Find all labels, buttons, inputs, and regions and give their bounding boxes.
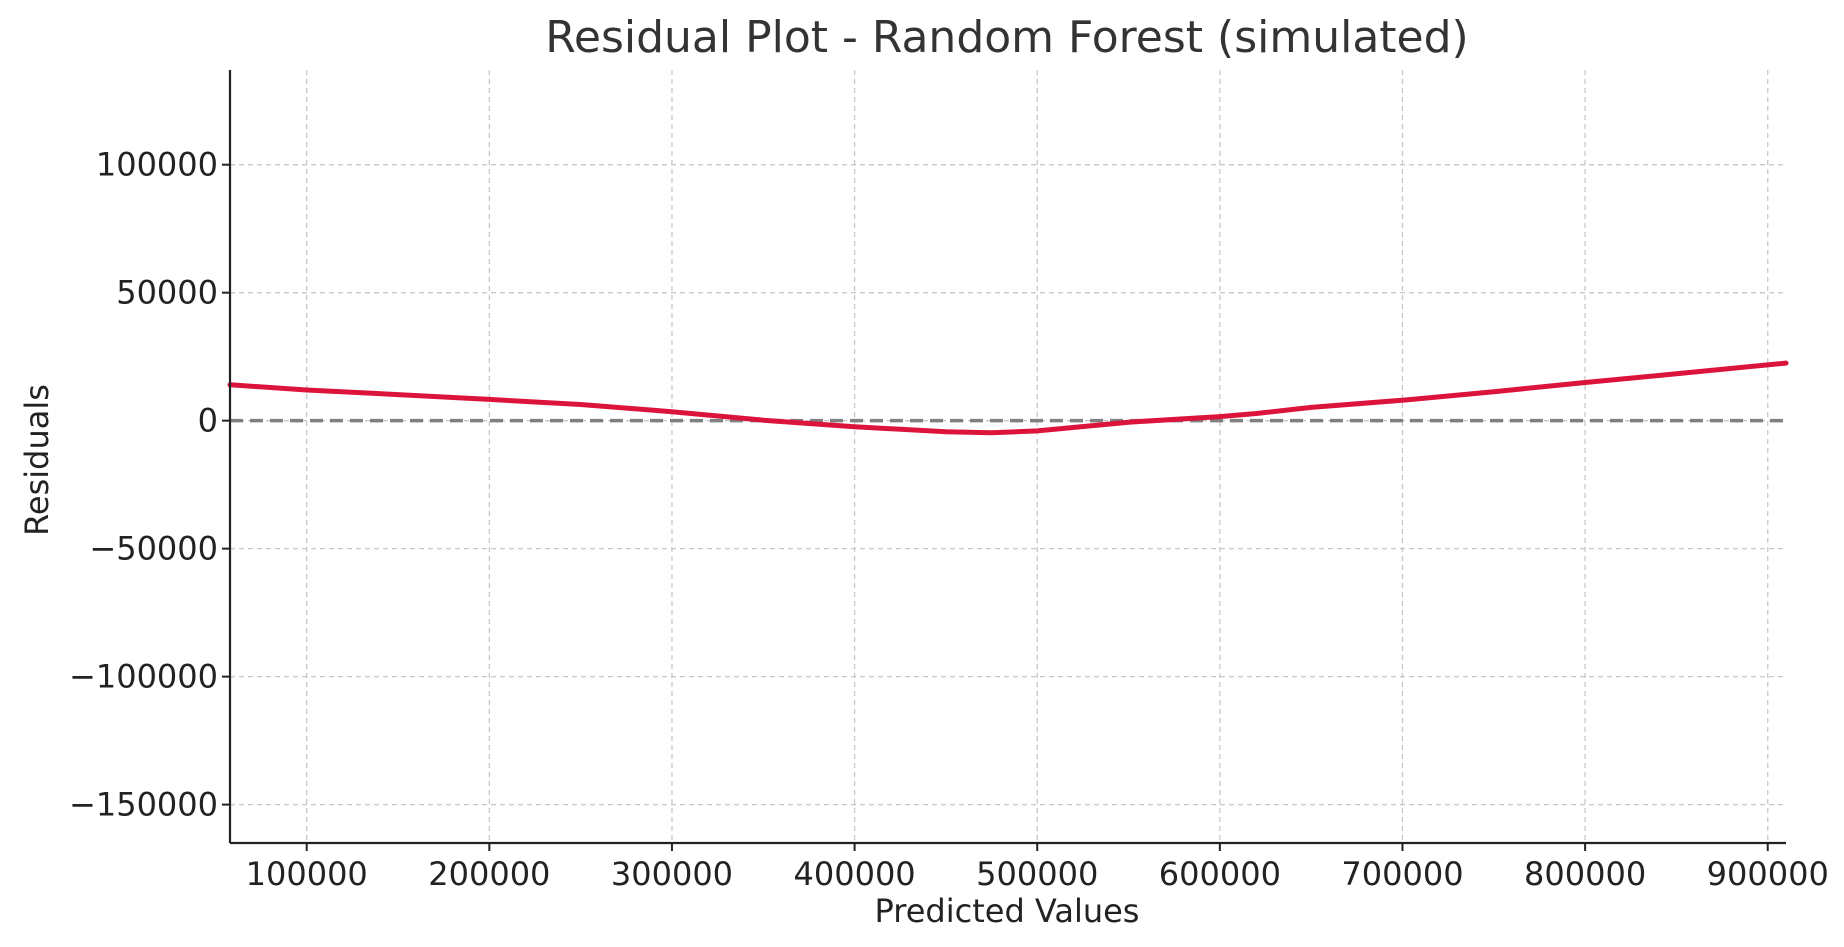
y-tick-label: −50000 xyxy=(89,530,218,568)
axes-layer: 100000 200000 300000 400000 500000 600000 7000… xyxy=(69,70,1829,893)
y-axis-label: Residuals xyxy=(18,384,56,536)
x-tick-label: 500000 xyxy=(976,855,1098,893)
chart-title: Residual Plot - Random Forest (simulated… xyxy=(545,12,1468,63)
series-layer xyxy=(227,360,1789,436)
x-tick-label: 800000 xyxy=(1524,855,1646,893)
y-tick-label: −100000 xyxy=(69,658,218,696)
x-tick-label: 200000 xyxy=(428,855,550,893)
y-tick-label: 50000 xyxy=(116,274,218,312)
x-tick-label: 600000 xyxy=(1159,855,1281,893)
y-tick-label: 0 xyxy=(198,402,218,440)
residual-series-line xyxy=(227,360,1789,436)
x-tick-label: 300000 xyxy=(611,855,733,893)
x-axis-label: Predicted Values xyxy=(875,892,1140,930)
y-tick-label: 100000 xyxy=(96,146,218,184)
x-tick-label: 100000 xyxy=(246,855,368,893)
x-tick-label: 900000 xyxy=(1707,855,1829,893)
x-tick-label: 400000 xyxy=(794,855,916,893)
grid-layer xyxy=(230,70,1786,843)
y-tick-label: −150000 xyxy=(69,786,218,824)
x-tick-label: 700000 xyxy=(1341,855,1463,893)
